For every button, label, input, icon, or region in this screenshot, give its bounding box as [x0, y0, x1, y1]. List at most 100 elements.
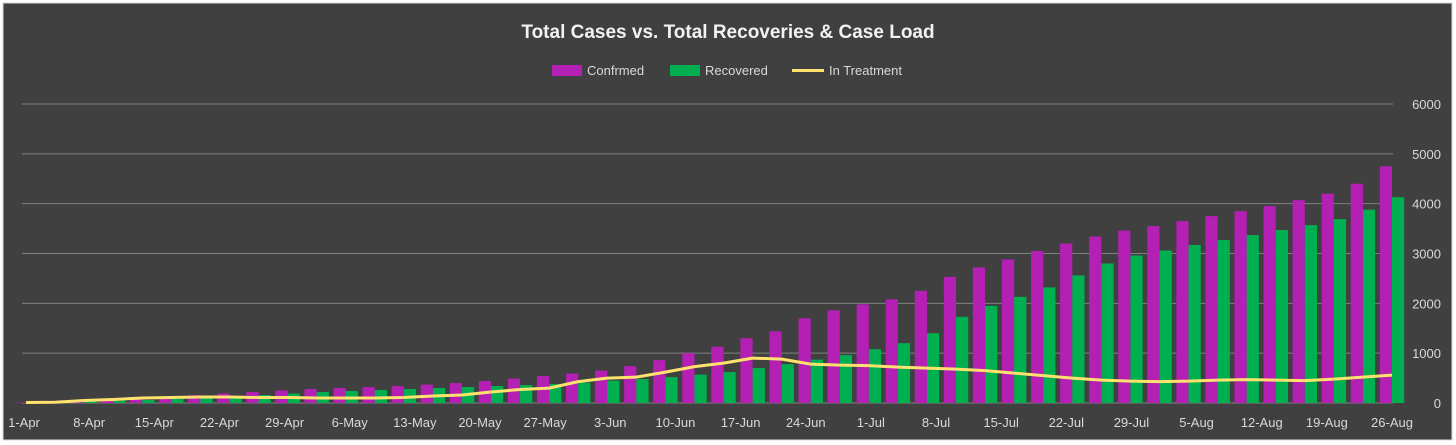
x-tick-label: 1-Apr: [8, 415, 40, 430]
recovered-bar: [142, 400, 155, 403]
x-tick-label: 29-Jul: [1114, 415, 1150, 430]
recovered-bar: [229, 396, 242, 403]
confirmed-bar: [449, 383, 462, 403]
recovered-bar: [258, 395, 271, 403]
confirmed-bar: [914, 290, 927, 403]
confirmed-bar: [682, 353, 695, 403]
confirmed-bar: [1060, 243, 1073, 403]
confirmed-bar: [1234, 211, 1247, 403]
recovered-bar: [868, 349, 882, 403]
recovered-bar: [839, 355, 852, 403]
x-tick-label: 15-Jul: [983, 415, 1019, 430]
confirmed-bar: [740, 338, 753, 403]
x-tick-label: 5-Aug: [1179, 415, 1214, 430]
y-tick-label: 3000: [1412, 247, 1441, 262]
confirmed-bar: [1350, 183, 1363, 403]
confirmed-bar: [972, 267, 986, 403]
recovered-bar: [781, 364, 794, 403]
x-tick-label: 22-Jul: [1049, 415, 1085, 430]
confirmed-bar: [420, 384, 433, 403]
x-tick-label: 15-Apr: [135, 415, 175, 430]
x-tick-label: 10-Jun: [656, 415, 696, 430]
recovered-bar: [1246, 235, 1259, 403]
recovered-bar: [1043, 287, 1056, 403]
recovered-bar: [810, 359, 823, 403]
recovered-bar: [1304, 225, 1318, 403]
recovered-bar: [1333, 219, 1347, 403]
x-tick-label: 8-Apr: [73, 415, 105, 430]
confirmed-bar: [1001, 259, 1015, 403]
confirmed-bar: [130, 398, 143, 403]
confirmed-bar: [1176, 221, 1189, 403]
x-axis: 1-Apr 8-Apr 15-Apr 22-Apr 29-Apr 6-May 13-May 2…: [8, 415, 1413, 430]
confirmed-bar: [100, 399, 114, 403]
legend-label-in-treatment: In Treatment: [829, 63, 902, 78]
recovered-bar: [636, 379, 649, 403]
y-tick-label: 0: [1434, 396, 1441, 411]
recovered-bar: [1275, 230, 1288, 403]
x-tick-label: 20-May: [458, 415, 502, 430]
y-tick-label: 6000: [1412, 97, 1441, 112]
recovered-bar: [1392, 197, 1405, 403]
confirmed-bar: [769, 331, 782, 403]
x-tick-label: 24-Jun: [786, 415, 826, 430]
confirmed-bar: [333, 388, 346, 403]
legend-label-confirmed: Confrmed: [587, 63, 644, 78]
confirmed-bar: [1263, 206, 1276, 403]
confirmed-bar: [885, 299, 898, 403]
confirmed-bar: [1147, 226, 1160, 403]
confirmed-bar: [566, 373, 579, 403]
confirmed-bar: [653, 360, 666, 403]
recovered-bar: [1159, 250, 1172, 403]
chart-title: Total Cases vs. Total Recoveries & Case …: [521, 22, 934, 43]
confirmed-bar: [1379, 166, 1392, 403]
recovered-bar: [607, 380, 620, 403]
recovered-bar: [897, 343, 911, 403]
x-tick-label: 27-May: [523, 415, 567, 430]
recovered-bar: [84, 401, 97, 403]
confirmed-bar: [798, 318, 811, 403]
recovered-bar: [113, 400, 126, 403]
confirmed-bar: [1321, 193, 1334, 403]
recovered-bar: [665, 377, 678, 403]
recovered-bar: [1217, 240, 1230, 403]
confirmed-bar: [827, 310, 840, 403]
confirmed-bar: [159, 396, 172, 403]
confirmed-bar: [624, 366, 637, 403]
confirmed-bar: [1118, 230, 1131, 403]
recovered-bar: [200, 398, 213, 403]
recovered-bar: [578, 382, 591, 403]
confirmed-bar: [1089, 236, 1102, 403]
x-tick-label: 1-Jul: [857, 415, 885, 430]
x-tick-label: 8-Jul: [922, 415, 950, 430]
confirmed-bars: [13, 166, 1392, 403]
legend-swatch-confirmed: [552, 65, 582, 76]
x-tick-label: 12-Aug: [1241, 415, 1283, 430]
confirmed-bar: [391, 386, 404, 403]
x-tick-label: 3-Jun: [594, 415, 627, 430]
x-tick-label: 29-Apr: [265, 415, 305, 430]
recovered-bar: [956, 316, 969, 403]
recovered-bar: [723, 372, 736, 403]
recovered-bars: [55, 197, 1405, 403]
confirmed-bar: [304, 389, 317, 403]
x-tick-label: 22-Apr: [200, 415, 240, 430]
recovered-bar: [1130, 255, 1143, 403]
legend-swatch-recovered: [670, 65, 700, 76]
x-tick-label: 6-May: [332, 415, 369, 430]
confirmed-bar: [1292, 200, 1305, 403]
confirmed-bar: [595, 370, 608, 403]
confirmed-bar: [188, 395, 201, 403]
y-axis: 0 1000 2000 3000 4000 5000 6000: [1412, 97, 1441, 411]
recovered-bar: [1101, 263, 1114, 403]
confirmed-bar: [711, 346, 724, 403]
recovered-bar: [1014, 296, 1027, 403]
recovered-bar: [491, 386, 504, 403]
confirmed-bar: [1205, 216, 1218, 403]
confirmed-bar: [943, 276, 957, 403]
y-tick-label: 4000: [1412, 197, 1441, 212]
y-tick-label: 2000: [1412, 296, 1441, 311]
confirmed-bar: [362, 387, 375, 403]
